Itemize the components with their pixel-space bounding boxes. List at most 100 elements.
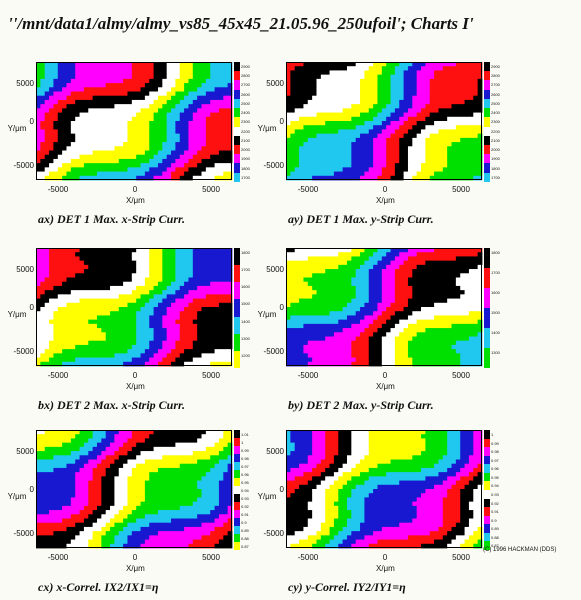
heatmap-cell [468,273,474,278]
heatmap-cell [299,332,304,337]
heatmap-cell [214,264,220,270]
heatmap-cell [451,70,457,76]
heatmap-cell [205,315,211,321]
heatmap-cell [62,121,67,126]
heatmap-cell [131,349,137,354]
heatmap-cell [286,116,291,122]
heatmap-cell [36,129,41,135]
heatmap-cell [118,62,124,67]
heatmap-cell [360,66,365,71]
heatmap-cell [96,95,102,101]
heatmap-cell [407,87,413,92]
heatmap-cell [403,83,409,88]
heatmap-cell [192,137,198,143]
heatmap-cell [394,260,400,266]
heatmap-cell [123,62,128,67]
heatmap-cell [44,83,50,88]
heatmap-cell [57,357,63,363]
heatmap-cell [394,95,400,101]
heatmap-cell [312,62,317,67]
heatmap-cell [105,332,111,337]
heatmap-cell [329,260,335,266]
heatmap-cell [403,290,409,295]
heatmap-cell [192,108,198,113]
heatmap-cell [316,256,322,262]
heatmap-cell [79,137,85,143]
heatmap-cell [92,319,98,325]
heatmap-cell [131,154,137,160]
heatmap-cell [127,273,133,278]
heatmap-cell [214,78,220,84]
heatmap-cell [320,336,326,342]
heatmap-cell [79,78,85,84]
heatmap-cell [57,158,63,164]
heatmap-cell [101,264,107,270]
heatmap-cell [325,302,330,308]
heatmap-cell [136,361,141,367]
heatmap-cell [144,116,150,122]
heatmap-cell [338,319,344,325]
heatmap-cell [425,311,431,316]
heatmap-cell [381,294,387,299]
heatmap-cell [381,256,387,262]
heatmap-cell [110,146,115,151]
heatmap-cell [227,83,233,88]
heatmap-cell [75,108,80,113]
heatmap-cell [286,315,291,321]
heatmap-cell [303,277,309,283]
heatmap-cell [227,353,233,358]
heatmap-cell [333,260,339,266]
heatmap-cell [377,349,383,354]
heatmap-cell [88,167,94,172]
heatmap-cell [394,340,400,346]
heatmap-cell [307,319,313,325]
heatmap-cell [429,273,435,278]
heatmap-cell [197,353,202,358]
heatmap-cell [157,361,163,367]
heatmap-cell [473,256,479,262]
heatmap-cell [57,154,63,160]
heatmap-cell [110,319,115,325]
heatmap-cell [88,349,94,354]
heatmap-cell [455,95,461,101]
heatmap-cell [96,302,102,308]
heatmap-cell [83,133,89,139]
heatmap-cell [192,99,198,105]
heatmap-cell [166,357,172,363]
heatmap-cell [464,171,470,177]
heatmap-cell [464,260,470,266]
heatmap-cell [83,319,89,325]
heatmap-cell [355,116,361,122]
heatmap-cell [49,256,54,262]
heatmap-cell [477,91,483,97]
heatmap-cell [223,311,229,316]
heatmap-cell [416,121,422,126]
heatmap-cell [66,74,72,80]
heatmap-cell [286,319,291,325]
heatmap-cell [166,302,172,308]
heatmap-cell [399,125,404,130]
heatmap-cell [44,167,50,172]
heatmap-cell [286,171,291,177]
heatmap-cell [299,336,304,342]
heatmap-cell [355,269,361,274]
heatmap-cell [455,129,461,135]
heatmap-cell [214,83,220,88]
heatmap-cell [425,307,431,312]
heatmap-cell [434,273,439,278]
heatmap-cell [162,252,168,257]
heatmap-cell [286,137,291,143]
heatmap-cell [92,285,98,291]
heatmap-cell [57,344,63,350]
heatmap-cell [66,252,72,257]
heatmap-cell [210,112,215,118]
heatmap-cell [118,125,124,130]
heatmap-cell [49,332,54,337]
heatmap-cell [127,74,133,80]
heatmap-cell [477,66,483,71]
heatmap-cell [299,298,304,304]
heatmap-cell [325,344,330,350]
heatmap-cell [110,62,115,67]
heatmap-cell [412,285,418,291]
heatmap-cell [57,281,63,287]
